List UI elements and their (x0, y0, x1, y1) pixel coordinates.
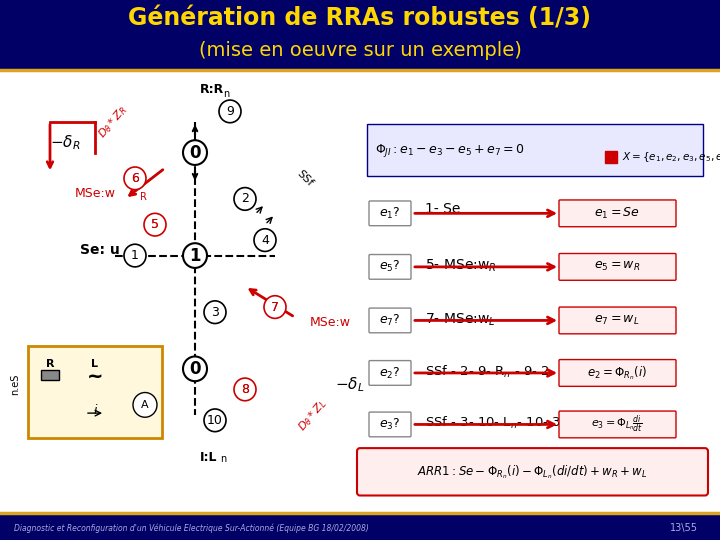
Text: $e_1 = Se$: $e_1 = Se$ (594, 206, 640, 221)
Text: $X=\{e_1,e_2,e_3,e_5,e_7\}$: $X=\{e_1,e_2,e_3,e_5,e_7\}$ (622, 150, 720, 164)
Text: 0: 0 (189, 360, 201, 378)
Text: SSf: SSf (295, 168, 315, 188)
Text: A: A (141, 400, 149, 410)
Text: $e_7 = w_L$: $e_7 = w_L$ (594, 314, 640, 327)
Text: $e_5?$: $e_5?$ (379, 259, 400, 274)
Text: 3: 3 (211, 306, 219, 319)
Text: 5: 5 (151, 218, 159, 231)
Text: $D_{\theta}*Z_R$: $D_{\theta}*Z_R$ (95, 103, 130, 140)
Circle shape (124, 167, 146, 190)
Circle shape (183, 140, 207, 165)
Text: 7- MSe:w$_L$: 7- MSe:w$_L$ (425, 311, 495, 328)
Text: 7: 7 (271, 301, 279, 314)
Text: 0: 0 (189, 144, 201, 161)
FancyBboxPatch shape (559, 200, 676, 227)
Circle shape (234, 187, 256, 210)
Text: R: R (46, 359, 54, 369)
Text: $e_3 = \Phi_{L_n}\!\frac{di}{dt}$: $e_3 = \Phi_{L_n}\!\frac{di}{dt}$ (591, 414, 643, 435)
Text: n: n (220, 454, 226, 464)
Text: $e_1?$: $e_1?$ (379, 206, 400, 221)
Text: 4: 4 (261, 234, 269, 247)
FancyBboxPatch shape (369, 308, 411, 333)
Text: 9: 9 (226, 105, 234, 118)
FancyBboxPatch shape (0, 70, 720, 513)
Text: 8: 8 (241, 383, 249, 396)
Text: L: L (370, 321, 376, 330)
Text: 1: 1 (131, 249, 139, 262)
Text: $e_5 = w_R$: $e_5 = w_R$ (594, 260, 640, 273)
Text: $-\delta_L$: $-\delta_L$ (335, 375, 364, 394)
Text: $ARR1: Se - \Phi_{R_n}(i) - \Phi_{L_n}(di/dt) + w_R + w_L$: $ARR1: Se - \Phi_{R_n}(i) - \Phi_{L_n}(d… (417, 463, 647, 481)
FancyBboxPatch shape (367, 124, 703, 176)
Text: (mise en oeuvre sur un exemple): (mise en oeuvre sur un exemple) (199, 41, 521, 60)
FancyBboxPatch shape (41, 370, 59, 380)
Text: I:L: I:L (200, 451, 217, 464)
FancyBboxPatch shape (28, 346, 162, 438)
Circle shape (183, 243, 207, 268)
Text: 5- MSe:w$_R$: 5- MSe:w$_R$ (425, 258, 497, 274)
Text: $e_7?$: $e_7?$ (379, 313, 400, 328)
Text: n: n (223, 89, 229, 99)
Circle shape (133, 393, 157, 417)
Circle shape (264, 296, 286, 319)
FancyBboxPatch shape (559, 307, 676, 334)
Circle shape (204, 301, 226, 323)
Text: Se: u: Se: u (80, 244, 120, 258)
FancyBboxPatch shape (605, 151, 617, 163)
Text: $-\delta_R$: $-\delta_R$ (50, 133, 81, 152)
Circle shape (124, 244, 146, 267)
Text: $e_3?$: $e_3?$ (379, 417, 400, 432)
Circle shape (183, 356, 207, 381)
Circle shape (144, 213, 166, 236)
Text: $e_2 = \Phi_{R_n}(i)$: $e_2 = \Phi_{R_n}(i)$ (587, 364, 647, 382)
Text: SSf - 2- 9- R$_n$ - 9- 2: SSf - 2- 9- R$_n$ - 9- 2 (425, 364, 550, 380)
Text: $e_2?$: $e_2?$ (379, 366, 400, 381)
Text: MSe:w: MSe:w (310, 316, 351, 329)
Text: R: R (140, 192, 147, 202)
Text: 7: 7 (271, 301, 279, 314)
Text: 6: 6 (131, 172, 139, 185)
Text: 2: 2 (241, 192, 249, 205)
Text: 5: 5 (151, 218, 159, 231)
Text: L: L (91, 359, 99, 369)
Text: $D_{\theta}*Z_L$: $D_{\theta}*Z_L$ (295, 396, 329, 434)
Text: 10: 10 (207, 414, 223, 427)
Text: 8: 8 (241, 383, 249, 396)
Text: 13\55: 13\55 (670, 523, 698, 533)
Text: SSf - 3- 10- L$_n$- 10- 3: SSf - 3- 10- L$_n$- 10- 3 (425, 415, 561, 431)
Text: 6: 6 (131, 172, 139, 185)
FancyBboxPatch shape (559, 411, 676, 438)
Circle shape (254, 229, 276, 252)
FancyBboxPatch shape (369, 412, 411, 437)
Text: Diagnostic et Reconfiguration d'un Véhicule Electrique Sur-Actionné (Equipe BG 1: Diagnostic et Reconfiguration d'un Véhic… (14, 523, 369, 532)
Circle shape (204, 409, 226, 431)
Text: ~: ~ (86, 367, 103, 386)
Text: Génération de RRAs robustes (1/3): Génération de RRAs robustes (1/3) (128, 5, 592, 30)
FancyBboxPatch shape (369, 254, 411, 279)
Text: i: i (94, 403, 96, 416)
Circle shape (234, 378, 256, 401)
Text: $\Phi_{JI}: e_1 - e_3 - e_5 + e_7 = 0$: $\Phi_{JI}: e_1 - e_3 - e_5 + e_7 = 0$ (375, 142, 524, 159)
Circle shape (219, 100, 241, 123)
FancyBboxPatch shape (559, 253, 676, 280)
Text: MSe:w: MSe:w (75, 187, 116, 200)
FancyBboxPatch shape (369, 201, 411, 226)
FancyBboxPatch shape (559, 360, 676, 386)
FancyBboxPatch shape (369, 361, 411, 386)
Text: 1- Se: 1- Se (425, 202, 460, 216)
FancyBboxPatch shape (357, 448, 708, 496)
Text: 1: 1 (189, 247, 201, 265)
Text: n.eS: n.eS (10, 374, 20, 395)
Text: R:R: R:R (200, 83, 224, 96)
